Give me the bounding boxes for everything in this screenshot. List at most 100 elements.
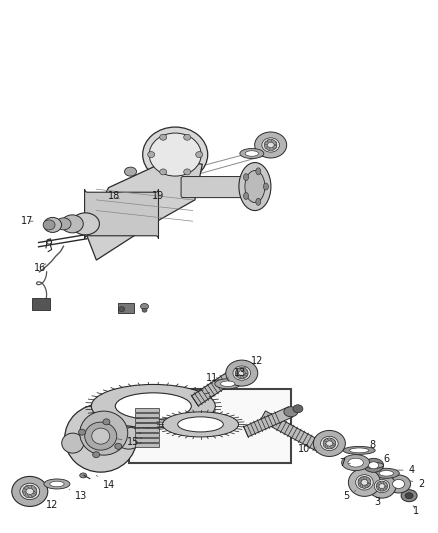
Ellipse shape — [143, 127, 208, 182]
Ellipse shape — [274, 141, 277, 149]
Ellipse shape — [245, 369, 248, 377]
Ellipse shape — [23, 487, 26, 496]
Ellipse shape — [373, 469, 399, 478]
Ellipse shape — [358, 477, 363, 483]
Ellipse shape — [348, 458, 364, 467]
Ellipse shape — [215, 379, 241, 389]
Ellipse shape — [356, 475, 373, 490]
Ellipse shape — [271, 140, 277, 145]
Ellipse shape — [85, 422, 117, 450]
Bar — [135, 418, 159, 422]
Ellipse shape — [243, 368, 248, 374]
Ellipse shape — [359, 483, 365, 488]
Ellipse shape — [237, 375, 244, 378]
Ellipse shape — [23, 490, 28, 497]
Ellipse shape — [23, 486, 28, 492]
Text: 11: 11 — [206, 374, 219, 384]
Ellipse shape — [271, 145, 277, 150]
Text: 12: 12 — [40, 500, 58, 510]
Ellipse shape — [265, 140, 270, 145]
Ellipse shape — [358, 481, 363, 488]
Ellipse shape — [240, 149, 264, 158]
Text: 3: 3 — [374, 497, 381, 507]
Ellipse shape — [256, 198, 261, 205]
Text: 14: 14 — [96, 475, 115, 490]
Ellipse shape — [103, 419, 110, 425]
Ellipse shape — [91, 384, 215, 428]
Ellipse shape — [360, 477, 368, 480]
Ellipse shape — [20, 483, 40, 499]
Ellipse shape — [383, 486, 388, 491]
Ellipse shape — [56, 218, 71, 230]
Polygon shape — [191, 368, 240, 406]
Ellipse shape — [331, 438, 336, 444]
Ellipse shape — [364, 477, 370, 481]
Ellipse shape — [284, 407, 298, 417]
Ellipse shape — [236, 373, 240, 378]
Ellipse shape — [149, 133, 201, 176]
Ellipse shape — [325, 446, 331, 449]
Ellipse shape — [142, 308, 147, 312]
Ellipse shape — [380, 488, 386, 491]
Bar — [135, 433, 159, 437]
Text: 13: 13 — [69, 489, 87, 500]
Ellipse shape — [237, 368, 244, 371]
Ellipse shape — [385, 483, 387, 489]
Ellipse shape — [368, 474, 396, 498]
Ellipse shape — [245, 171, 265, 203]
Ellipse shape — [360, 485, 368, 488]
Ellipse shape — [333, 440, 336, 447]
Text: 7: 7 — [339, 458, 350, 467]
Ellipse shape — [141, 303, 148, 310]
Ellipse shape — [28, 494, 35, 498]
Ellipse shape — [32, 486, 37, 492]
Ellipse shape — [236, 368, 240, 374]
Ellipse shape — [124, 167, 137, 176]
Ellipse shape — [366, 481, 371, 488]
Ellipse shape — [243, 373, 248, 378]
Ellipse shape — [323, 438, 328, 444]
Bar — [135, 408, 159, 412]
Ellipse shape — [392, 480, 405, 488]
Ellipse shape — [387, 475, 410, 493]
Text: 8: 8 — [366, 440, 375, 450]
Ellipse shape — [364, 462, 384, 469]
Ellipse shape — [364, 483, 370, 488]
Ellipse shape — [178, 417, 223, 432]
Ellipse shape — [379, 471, 393, 476]
Ellipse shape — [377, 483, 379, 489]
Polygon shape — [244, 407, 293, 437]
Ellipse shape — [162, 412, 239, 437]
Ellipse shape — [12, 477, 48, 506]
Ellipse shape — [364, 458, 384, 472]
Text: 4: 4 — [396, 465, 415, 475]
Ellipse shape — [343, 446, 375, 455]
Bar — [129, 389, 291, 463]
Ellipse shape — [32, 490, 37, 497]
Ellipse shape — [380, 481, 386, 484]
Ellipse shape — [92, 428, 110, 444]
Ellipse shape — [265, 141, 267, 149]
Ellipse shape — [366, 477, 371, 483]
Ellipse shape — [267, 140, 274, 142]
Text: 6: 6 — [377, 455, 389, 464]
Polygon shape — [85, 161, 202, 260]
Ellipse shape — [50, 481, 64, 487]
Ellipse shape — [331, 443, 336, 449]
Ellipse shape — [325, 438, 331, 441]
Ellipse shape — [221, 381, 235, 386]
Ellipse shape — [196, 151, 203, 158]
Text: 15: 15 — [117, 438, 140, 447]
Ellipse shape — [24, 494, 32, 498]
Bar — [118, 303, 134, 313]
Ellipse shape — [148, 151, 155, 158]
Ellipse shape — [240, 368, 247, 371]
Ellipse shape — [184, 134, 191, 140]
Text: 10: 10 — [298, 444, 316, 454]
Ellipse shape — [401, 490, 417, 502]
Ellipse shape — [321, 437, 338, 450]
Ellipse shape — [256, 168, 261, 175]
Ellipse shape — [160, 169, 167, 175]
Ellipse shape — [80, 411, 128, 455]
Ellipse shape — [359, 477, 365, 481]
